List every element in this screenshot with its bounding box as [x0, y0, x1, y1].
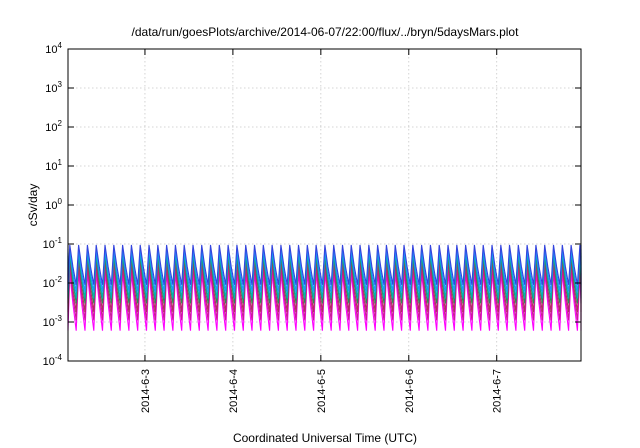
y-tick-exponent: -1 [55, 236, 63, 245]
series-group [67, 244, 582, 331]
x-tick-labels: 2014-6-3 2014-6-4 2014-6-5 2014-6-6 2014-6-7 [140, 369, 504, 413]
y-tick-exponent: -4 [55, 353, 63, 362]
y-tick-label: 10-4 [43, 353, 63, 368]
y-tick-base: 10 [45, 44, 57, 56]
y-tick-base: 10 [45, 83, 57, 95]
x-tick-label: 2014-6-4 [228, 369, 240, 413]
y-tick-base: 10 [43, 239, 55, 251]
chart-title: /data/run/goesPlots/archive/2014-06-07/2… [132, 25, 520, 39]
x-axis-label: Coordinated Universal Time (UTC) [233, 431, 417, 445]
y-tick-exponent: 2 [58, 119, 63, 128]
y-tick-label: 104 [45, 41, 62, 56]
tick-marks [68, 48, 581, 362]
y-tick-exponent: 3 [58, 80, 63, 89]
y-tick-label: 103 [45, 80, 62, 95]
y-tick-label: 10-1 [43, 236, 63, 251]
y-tick-label: 101 [45, 158, 62, 173]
y-tick-exponent: 4 [58, 41, 63, 50]
y-tick-base: 10 [45, 161, 57, 173]
y-tick-label: 10-2 [43, 275, 63, 290]
y-tick-base: 10 [43, 356, 55, 368]
y-tick-base: 10 [45, 200, 57, 212]
series-line [67, 244, 582, 285]
y-tick-label: 102 [45, 119, 62, 134]
y-tick-base: 10 [45, 122, 57, 134]
y-tick-exponent: 1 [58, 158, 63, 167]
y-tick-label: 100 [45, 197, 62, 212]
y-axis-label: cSv/day [26, 184, 40, 227]
x-tick-label: 2014-6-5 [316, 369, 328, 413]
x-tick-label: 2014-6-6 [404, 369, 416, 413]
y-tick-exponent: -3 [55, 314, 63, 323]
y-tick-exponent: -2 [55, 275, 63, 284]
x-tick-label: 2014-6-3 [140, 369, 152, 413]
y-tick-exponent: 0 [58, 197, 63, 206]
x-tick-label: 2014-6-7 [492, 369, 504, 413]
y-tick-base: 10 [43, 278, 55, 290]
y-tick-base: 10 [43, 317, 55, 329]
y-tick-label: 10-3 [43, 314, 63, 329]
